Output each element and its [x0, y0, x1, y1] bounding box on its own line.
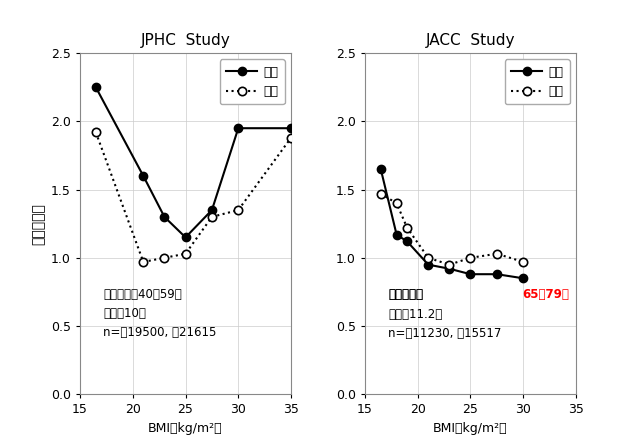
- Title: JPHC  Study: JPHC Study: [141, 33, 230, 48]
- Legend: 男性, 女性: 男性, 女性: [505, 59, 570, 104]
- X-axis label: BMI（kg/m²）: BMI（kg/m²）: [433, 422, 508, 435]
- Legend: 男性, 女性: 男性, 女性: [220, 59, 285, 104]
- Text: n=男11230, 女15517: n=男11230, 女15517: [388, 327, 502, 340]
- Text: 追跡開始：: 追跡開始：: [388, 288, 423, 301]
- X-axis label: BMI（kg/m²）: BMI（kg/m²）: [148, 422, 223, 435]
- Text: 65〜79歳: 65〜79歳: [523, 288, 570, 301]
- Y-axis label: ハザード比: ハザード比: [31, 203, 45, 245]
- Text: 追跡開始：40〜59歳
追跡：10年
n=男19500, 女21615: 追跡開始：40〜59歳 追跡：10年 n=男19500, 女21615: [103, 288, 216, 339]
- Text: 追跡：11.2年: 追跡：11.2年: [388, 307, 442, 321]
- Title: JACC  Study: JACC Study: [426, 33, 515, 48]
- Text: 追跡開始：: 追跡開始：: [388, 288, 423, 301]
